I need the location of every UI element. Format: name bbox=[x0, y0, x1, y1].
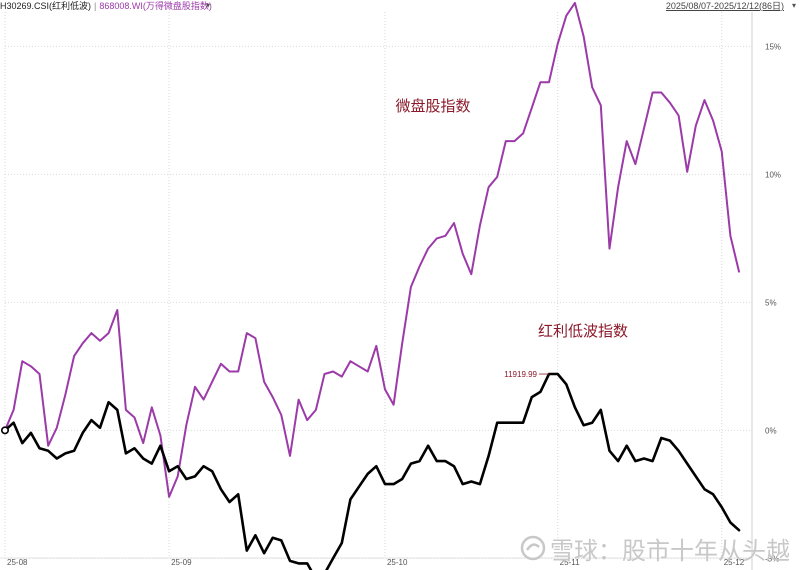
start-marker bbox=[0, 426, 10, 435]
y-tick-label: 15% bbox=[765, 42, 781, 51]
chevron-down-icon[interactable]: ▾ bbox=[206, 1, 211, 10]
x-tick-label: 25-10 bbox=[387, 558, 408, 567]
watermark-text: 雪球：股市十年从头越 bbox=[550, 536, 790, 565]
chart-header: H30269.CSI(红利低波) | 868008.WI(万得微盘股指数) ▾ 20… bbox=[0, 0, 800, 12]
range-chevron-down-icon[interactable]: ▾ bbox=[791, 1, 796, 10]
x-axis: 25-08 25-09 25-10 25-11 25-12 bbox=[7, 558, 745, 567]
snowball-logo-icon bbox=[520, 535, 546, 561]
max-value-label: 11919.99 bbox=[504, 370, 537, 379]
series-line-dividend bbox=[3, 372, 741, 570]
x-tick-label: 25-08 bbox=[7, 558, 28, 567]
annotations: 11919.9910967.06微盘股指数红利低波指数 bbox=[395, 97, 628, 379]
y-axis: -5% 0% 5% 10% 15% bbox=[765, 42, 781, 563]
series2-code: 868008.WI(万得微盘股指数) bbox=[99, 1, 212, 11]
series1-name-label: 红利低波指数 bbox=[538, 322, 628, 340]
x-tick-label: 25-12 bbox=[724, 558, 745, 567]
x-tick-label: 25-09 bbox=[171, 558, 192, 567]
y-tick-label: 0% bbox=[765, 426, 777, 435]
x-tick-label: 25-11 bbox=[560, 558, 580, 567]
watermark: 雪球：股市十年从头越 bbox=[520, 530, 790, 566]
series1-code: H30269.CSI(红利低波) bbox=[0, 1, 92, 11]
y-tick-label: -5% bbox=[765, 554, 779, 563]
date-range[interactable]: 2025/08/07-2025/12/12(86日) bbox=[665, 1, 784, 11]
series-lines bbox=[0, 1, 741, 570]
series2-name-label: 微盘股指数 bbox=[395, 97, 470, 115]
y-tick-label: 5% bbox=[765, 298, 777, 307]
grid bbox=[0, 12, 753, 570]
series-line-microcap bbox=[4, 1, 740, 498]
y-tick-label: 10% bbox=[765, 170, 781, 179]
header-separator: | bbox=[94, 1, 97, 11]
